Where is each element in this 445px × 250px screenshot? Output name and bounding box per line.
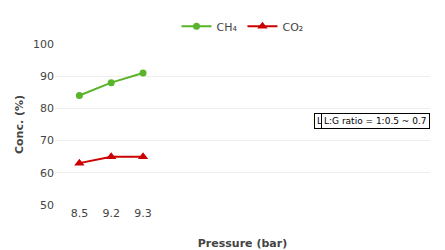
- svg-text:L:G ratio = 1:0.5 ~ 0.7: L:G ratio = 1:0.5 ~ 0.7: [324, 116, 427, 126]
- svg-text:8.5: 8.5: [71, 207, 89, 220]
- svg-text:80: 80: [40, 102, 54, 115]
- svg-text:Pressure (bar): Pressure (bar): [198, 237, 287, 250]
- svg-text:50: 50: [40, 199, 54, 212]
- svg-text:L:G ratio = 1:1: L:G ratio = 1:1: [339, 116, 405, 126]
- svg-text:L:G ratio = 1:1: L:G ratio = 1:1: [317, 116, 383, 126]
- svg-text:9.3: 9.3: [134, 207, 152, 220]
- svg-text:70: 70: [40, 134, 54, 147]
- svg-text:60: 60: [40, 167, 54, 180]
- svg-text:CO₂: CO₂: [282, 21, 303, 34]
- svg-text:Conc. (%): Conc. (%): [13, 95, 26, 154]
- svg-text:CH₄: CH₄: [217, 21, 238, 34]
- svg-text:100: 100: [33, 38, 54, 51]
- svg-text:90: 90: [40, 70, 54, 83]
- svg-text:9.2: 9.2: [102, 207, 120, 220]
